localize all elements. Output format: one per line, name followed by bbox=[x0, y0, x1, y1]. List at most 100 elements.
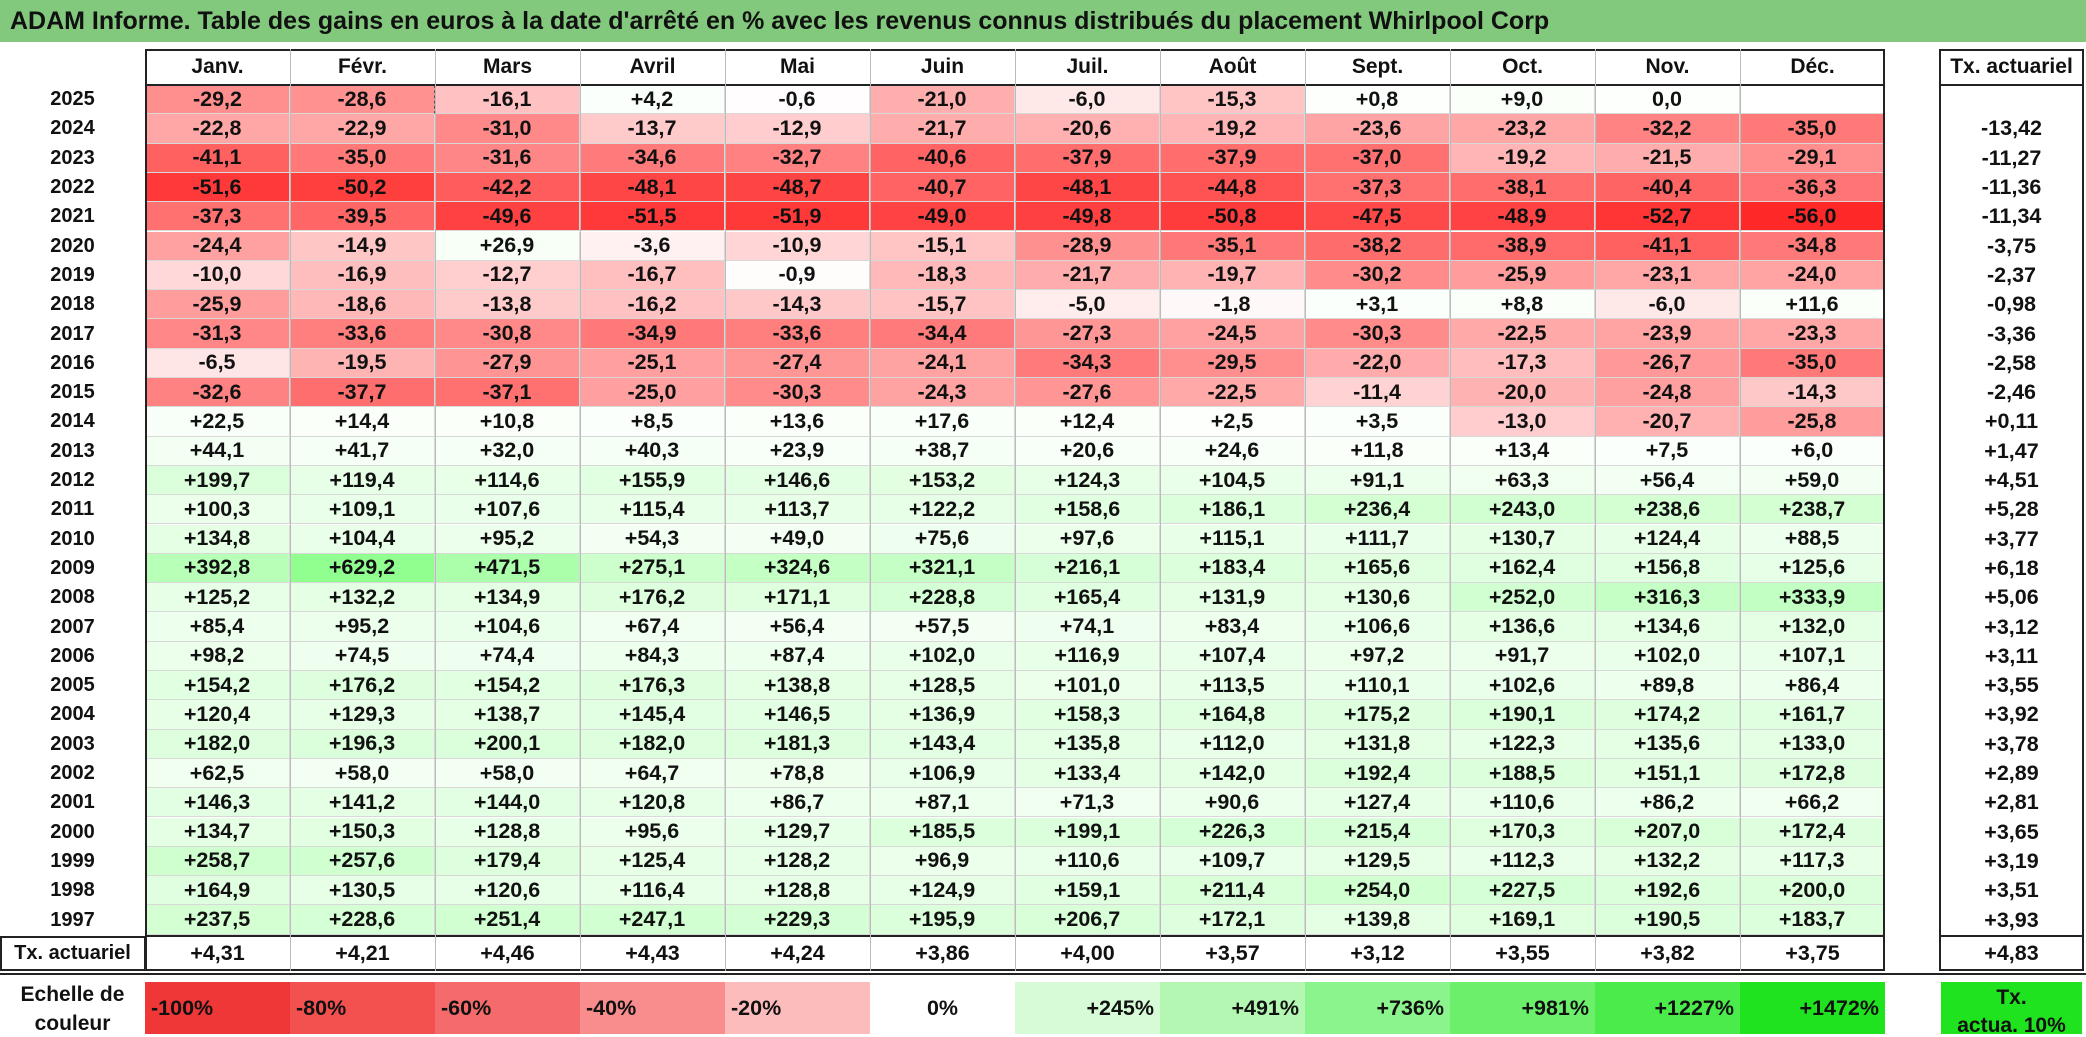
table-cell: +22,5 bbox=[145, 407, 290, 437]
table-cell: -34,3 bbox=[1015, 348, 1160, 378]
table-cell: +122,2 bbox=[870, 495, 1015, 525]
table-cell: -30,8 bbox=[435, 319, 580, 349]
table-cell: -24,1 bbox=[870, 348, 1015, 378]
table-cell: +192,6 bbox=[1595, 876, 1740, 906]
table-cell: +120,4 bbox=[145, 700, 290, 730]
table-cell: +200,0 bbox=[1740, 876, 1885, 906]
table-cell: +156,8 bbox=[1595, 553, 1740, 584]
table-cell: -1,8 bbox=[1160, 290, 1305, 320]
table-cell: +9,0 bbox=[1450, 85, 1595, 115]
table-cell: +324,6 bbox=[725, 553, 870, 584]
table-cell: +132,2 bbox=[1595, 846, 1740, 877]
table-cell: -28,9 bbox=[1015, 231, 1160, 261]
table-cell: +49,0 bbox=[725, 524, 870, 554]
scale-swatch: -20% bbox=[725, 982, 870, 1034]
table-cell: -44,8 bbox=[1160, 172, 1305, 203]
table-cell: +139,8 bbox=[1305, 905, 1450, 935]
table-cell: +97,6 bbox=[1015, 524, 1160, 554]
rate-cell bbox=[1939, 85, 2084, 114]
year-label: 2011 bbox=[50, 498, 95, 521]
table-cell: +101,0 bbox=[1015, 671, 1160, 701]
table-cell: -21,5 bbox=[1595, 143, 1740, 173]
table-cell: +110,6 bbox=[1450, 788, 1595, 818]
table-cell: -18,6 bbox=[290, 290, 435, 320]
table-cell: +153,2 bbox=[870, 465, 1015, 496]
year-label: 2024 bbox=[50, 117, 95, 140]
footer-cell: +4,43 bbox=[625, 941, 680, 966]
table-cell: +133,0 bbox=[1740, 729, 1885, 759]
table-cell: -29,1 bbox=[1740, 143, 1885, 173]
table-cell: -26,7 bbox=[1595, 348, 1740, 378]
table-cell: +3,5 bbox=[1305, 407, 1450, 437]
table-cell: -24,4 bbox=[145, 231, 290, 261]
table-cell: +155,9 bbox=[580, 465, 725, 496]
year-label: 2007 bbox=[50, 615, 95, 638]
table-cell: +2,5 bbox=[1160, 407, 1305, 437]
table-cell: +134,8 bbox=[145, 524, 290, 554]
table-cell: -19,5 bbox=[290, 348, 435, 378]
rate-cell: +1,47 bbox=[1984, 438, 2039, 463]
table-cell: -25,9 bbox=[1450, 260, 1595, 291]
table-cell: +113,5 bbox=[1160, 671, 1305, 701]
table-cell: +136,6 bbox=[1450, 612, 1595, 642]
table-cell: +252,0 bbox=[1450, 583, 1595, 613]
table-cell: -39,5 bbox=[290, 202, 435, 232]
table-cell: -49,0 bbox=[870, 202, 1015, 232]
scale-label: Echelle de couleur bbox=[0, 978, 145, 1034]
rate-cell: -3,36 bbox=[1986, 321, 2036, 346]
table-cell: -16,1 bbox=[435, 85, 580, 115]
scale-swatch: -40% bbox=[580, 982, 725, 1034]
rate-cell: +6,18 bbox=[1984, 555, 2039, 580]
table-cell: -24,8 bbox=[1595, 378, 1740, 408]
header-gridline bbox=[1450, 49, 1451, 971]
table-cell: +102,6 bbox=[1450, 671, 1595, 701]
year-label: 2010 bbox=[50, 527, 95, 550]
table-cell: -23,1 bbox=[1595, 260, 1740, 291]
scale-swatch: +1227% bbox=[1595, 982, 1740, 1034]
month-header: Mars bbox=[482, 55, 533, 78]
rate-cell: +5,28 bbox=[1984, 497, 2039, 522]
rate-cell: +3,12 bbox=[1984, 614, 2039, 639]
table-cell: +128,8 bbox=[435, 817, 580, 847]
rate-cell: +2,81 bbox=[1984, 790, 2039, 815]
table-cell: +110,1 bbox=[1305, 671, 1450, 701]
table-cell: +120,8 bbox=[580, 788, 725, 818]
table-cell: +129,7 bbox=[725, 817, 870, 847]
table-cell: +113,7 bbox=[725, 495, 870, 525]
table-cell: +254,0 bbox=[1305, 876, 1450, 906]
table-cell: +62,5 bbox=[145, 758, 290, 789]
year-label: 1999 bbox=[50, 849, 95, 872]
footer-rate: +4,83 bbox=[1984, 941, 2039, 966]
footer-cell: +3,55 bbox=[1495, 941, 1550, 966]
table-cell: +151,1 bbox=[1595, 758, 1740, 789]
table-cell: -48,1 bbox=[580, 172, 725, 203]
table-cell: +138,7 bbox=[435, 700, 580, 730]
table-cell: -33,6 bbox=[725, 319, 870, 349]
table-cell: -22,5 bbox=[1160, 378, 1305, 408]
rate-cell: -11,27 bbox=[1981, 145, 2042, 170]
table-cell: -20,0 bbox=[1450, 378, 1595, 408]
table-cell: -35,1 bbox=[1160, 231, 1305, 261]
month-header: Juil. bbox=[1066, 55, 1109, 78]
table-cell: +89,8 bbox=[1595, 671, 1740, 701]
table-cell: +107,4 bbox=[1160, 641, 1305, 671]
table-cell: -29,2 bbox=[145, 85, 290, 115]
year-label: 2022 bbox=[50, 176, 95, 199]
rate-cell: +3,65 bbox=[1984, 819, 2039, 844]
table-cell: -12,7 bbox=[435, 260, 580, 291]
table-cell: +238,6 bbox=[1595, 495, 1740, 525]
table-cell: -21,7 bbox=[1015, 260, 1160, 291]
table-cell: -20,7 bbox=[1595, 407, 1740, 437]
table-cell: -19,7 bbox=[1160, 260, 1305, 291]
table-cell: +112,3 bbox=[1450, 846, 1595, 877]
table-cell: +84,3 bbox=[580, 641, 725, 671]
table-cell: +8,5 bbox=[580, 407, 725, 437]
table-cell: -30,2 bbox=[1305, 260, 1450, 291]
table-cell: +165,6 bbox=[1305, 553, 1450, 584]
table-cell: -20,6 bbox=[1015, 114, 1160, 144]
table-cell: +110,6 bbox=[1015, 846, 1160, 877]
rate-cell: +3,19 bbox=[1984, 848, 2039, 873]
rate-cell: -3,75 bbox=[1986, 233, 2036, 258]
table-cell: -23,3 bbox=[1740, 319, 1885, 349]
table-cell: -32,6 bbox=[145, 378, 290, 408]
